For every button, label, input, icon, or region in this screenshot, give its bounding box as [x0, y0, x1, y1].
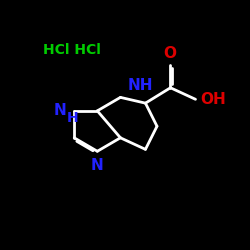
- Text: NH: NH: [127, 78, 153, 92]
- Text: O: O: [163, 46, 176, 61]
- Text: OH: OH: [200, 92, 226, 107]
- Text: N: N: [54, 103, 66, 118]
- Text: H: H: [66, 111, 78, 125]
- Text: HCl HCl: HCl HCl: [44, 44, 101, 58]
- Text: N: N: [91, 158, 104, 173]
